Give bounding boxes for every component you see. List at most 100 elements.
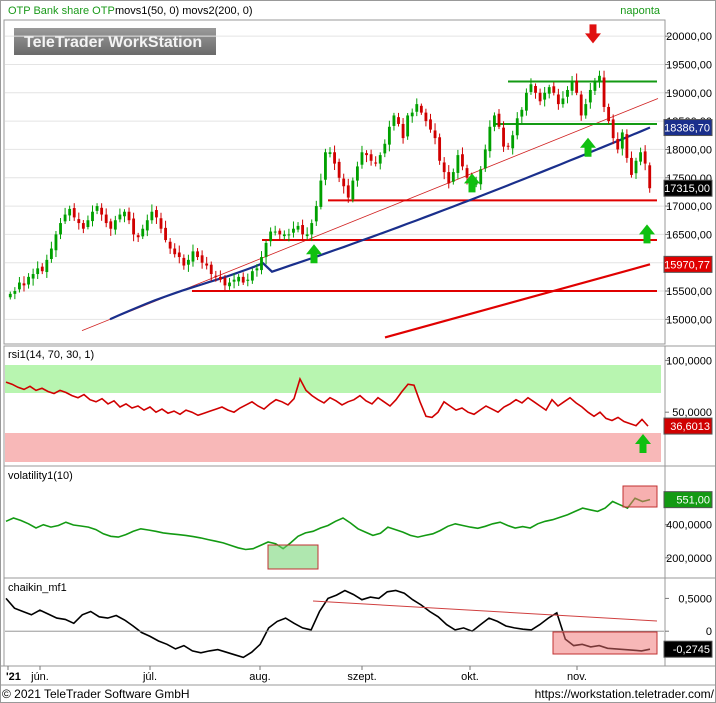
volatility-value-label: 551,00 xyxy=(676,495,710,507)
candle-body xyxy=(127,211,131,221)
candle-body xyxy=(22,283,26,286)
candle-body xyxy=(456,155,460,173)
candle-body xyxy=(616,138,620,150)
candle-body xyxy=(383,143,387,154)
volatility-high-highlight xyxy=(622,485,658,508)
up-arrow xyxy=(306,244,322,264)
candle-body xyxy=(36,268,40,275)
candle-body xyxy=(593,81,597,91)
candle-body xyxy=(63,214,67,222)
candle-body xyxy=(196,251,199,258)
candle-body xyxy=(273,231,277,233)
candle-body xyxy=(529,84,533,92)
price-tick-label: 19500,00 xyxy=(666,59,712,71)
candle-body xyxy=(602,77,606,107)
candle-body xyxy=(433,130,437,139)
candle-body xyxy=(49,248,53,260)
candle-body xyxy=(168,241,172,249)
candle-body xyxy=(209,264,213,275)
candle-body xyxy=(511,135,515,149)
candle-body xyxy=(91,211,94,222)
candle-body xyxy=(534,86,537,93)
ma200-value-marker-box xyxy=(663,255,713,273)
candle-body xyxy=(506,145,510,147)
candle-body xyxy=(186,259,190,265)
candle-body xyxy=(346,185,350,198)
candle-body xyxy=(584,104,588,116)
candle-body xyxy=(520,109,524,117)
candle-body xyxy=(132,218,136,235)
candle-body xyxy=(136,235,140,238)
candle-body xyxy=(150,211,154,221)
candle-body xyxy=(237,276,241,282)
candle-body xyxy=(250,271,254,281)
candle-body xyxy=(100,207,104,215)
x-tick-label: nov. xyxy=(567,671,587,683)
candle-body xyxy=(255,268,259,271)
rsi-tick-label: 100,0000 xyxy=(666,355,712,367)
candle-body xyxy=(547,87,551,94)
candle-body xyxy=(625,134,629,158)
candle-body xyxy=(566,89,569,97)
volatility-tick-label: 400,0000 xyxy=(666,520,712,532)
candle-body xyxy=(260,257,263,271)
chaikin-line: -0,2745 xyxy=(5,589,713,659)
candle-body xyxy=(27,276,30,285)
volatility-panel-title: volatility1(10) xyxy=(8,470,73,482)
candle-body xyxy=(292,228,295,233)
candle-body xyxy=(570,81,574,91)
candle-body xyxy=(13,291,17,294)
ma200-line xyxy=(384,263,651,339)
price-value-markers: 18386,70 17315,00 15970,77 xyxy=(663,119,713,273)
candle-body xyxy=(543,92,547,100)
candle-body xyxy=(561,98,565,105)
rsi-path xyxy=(5,376,649,427)
candle-body xyxy=(228,282,231,287)
down-arrow xyxy=(585,24,601,44)
chaikin-panel-title: chaikin_mf1 xyxy=(8,582,67,594)
candle-body xyxy=(355,166,359,181)
candle-body xyxy=(18,282,21,290)
rsi-panel-title: rsi1(14, 70, 30, 1) xyxy=(8,349,94,361)
chaikin-weak-highlight xyxy=(552,631,658,655)
candle-body xyxy=(465,168,469,178)
rsi-axis: 50,0000 100,0000 xyxy=(665,355,712,419)
candle-body xyxy=(118,214,122,220)
ma50-layer xyxy=(109,126,651,321)
candle-body xyxy=(296,225,300,230)
candle-body xyxy=(479,169,483,185)
candle-body xyxy=(552,86,556,93)
price-tick-label: 16500,00 xyxy=(666,229,712,241)
candle-body xyxy=(155,210,158,218)
candle-body xyxy=(246,279,250,281)
candle-body xyxy=(451,172,455,182)
candle-body xyxy=(337,161,341,178)
candle-body xyxy=(205,263,209,266)
ma50-line xyxy=(109,126,651,321)
candle-body xyxy=(159,218,163,229)
x-tick-label: szept. xyxy=(347,671,376,683)
candle-body xyxy=(113,220,117,230)
candle-body xyxy=(515,118,519,136)
rsi-oversold-zone xyxy=(5,433,661,462)
candle-body xyxy=(488,126,492,152)
candle-body xyxy=(95,206,99,211)
candle-body xyxy=(214,275,218,277)
price-gridlines xyxy=(5,35,664,320)
x-tick-label: jún. xyxy=(30,671,49,683)
chaikin-value-box xyxy=(663,640,713,658)
candle-body xyxy=(598,75,601,81)
candle-body xyxy=(45,259,49,273)
candle-body xyxy=(461,154,464,167)
candle-body xyxy=(191,251,195,262)
price-tick-label: 19000,00 xyxy=(666,88,712,100)
x-tick-label: '21 xyxy=(6,671,21,683)
signal-arrows xyxy=(306,24,655,264)
x-axis: '21 jún. júl. aug. szept. okt. nov. xyxy=(6,666,587,683)
candle-body xyxy=(59,223,62,235)
moving-average-labels: movs1(50, 0) movs2(200, 0) xyxy=(115,5,253,17)
volatility-low-highlight xyxy=(267,544,319,570)
chaikin-divergence-line xyxy=(312,600,658,622)
candle-body xyxy=(442,162,446,173)
